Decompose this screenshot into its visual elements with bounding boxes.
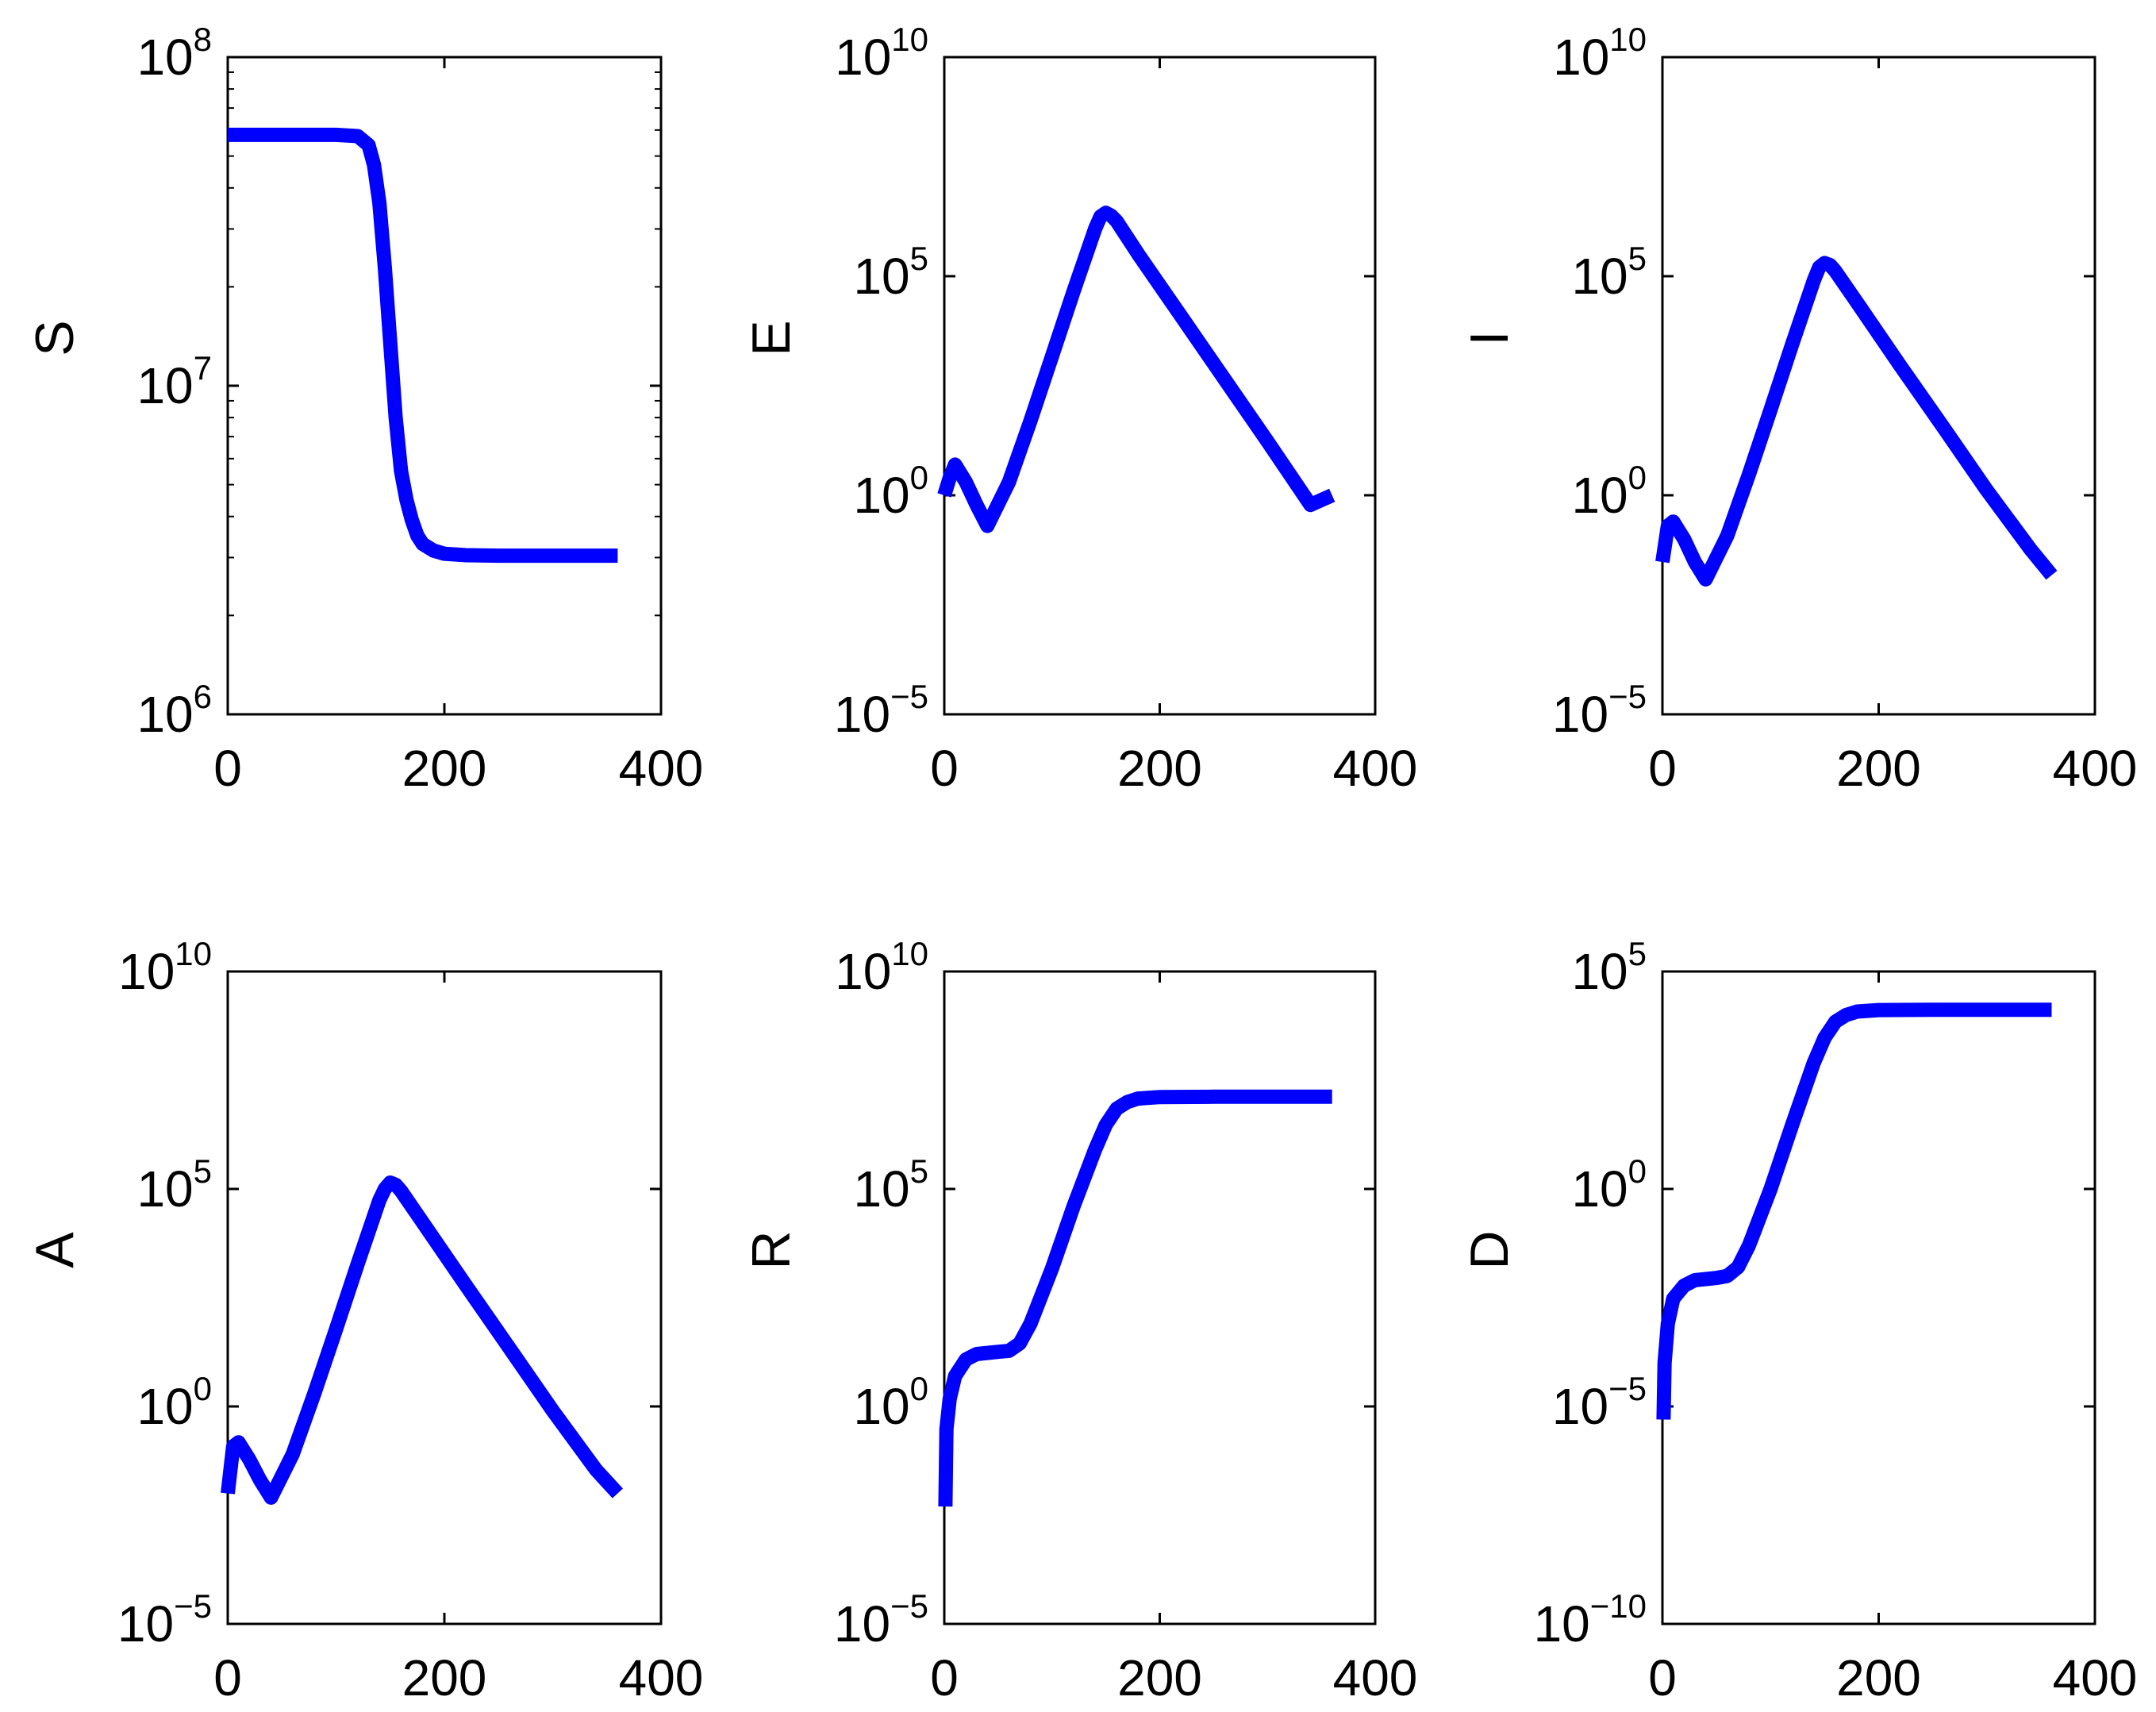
y-tick-label: 10−5 (1552, 1370, 1647, 1435)
y-axis-label-e: E (741, 320, 801, 356)
x-tick-label: 200 (1117, 1649, 1202, 1706)
series-line-d (1656, 1002, 2052, 1420)
axes-box-i (1661, 56, 2096, 716)
axes-box-d (1661, 970, 2096, 1625)
plot-panel-r: 0 200 400 10−5 100 105 1010 R (741, 935, 1417, 1706)
y-tick-label: 10−5 (117, 1587, 212, 1652)
y-tick-label: 1010 (835, 935, 928, 1000)
x-tick-label: 400 (1333, 740, 1418, 797)
y-tick-label: 100 (136, 1370, 212, 1435)
y-tick-label: 100 (1571, 459, 1647, 524)
y-tick-label: 10−5 (834, 1587, 928, 1652)
y-tick-label: 10−5 (1552, 678, 1647, 743)
series-line-r (938, 1089, 1332, 1507)
x-tick-label: 0 (213, 1649, 242, 1706)
x-tick-label: 400 (619, 1649, 704, 1706)
x-tick-label: 400 (2053, 1649, 2138, 1706)
y-axis-label-i: I (1459, 331, 1520, 346)
series-line-i (1655, 256, 2058, 587)
x-tick-label: 0 (213, 740, 242, 797)
y-tick-label: 108 (136, 21, 212, 86)
x-tick-label: 0 (930, 1649, 959, 1706)
y-tick-label: 106 (136, 678, 212, 743)
y-tick-label: 10−5 (834, 678, 928, 743)
y-tick-label: 10−10 (1534, 1587, 1647, 1652)
x-tick-label: 200 (402, 740, 487, 797)
y-tick-label: 105 (853, 1152, 928, 1218)
y-tick-label: 100 (853, 1370, 928, 1435)
x-tick-label: 200 (402, 1649, 487, 1706)
x-tick-label: 200 (1836, 740, 1921, 797)
x-tick-label: 200 (1117, 740, 1202, 797)
x-tick-label: 400 (2053, 740, 2138, 797)
x-tick-label: 400 (619, 740, 704, 797)
series-line-e (937, 206, 1335, 533)
x-tick-label: 0 (1648, 740, 1677, 797)
x-tick-label: 200 (1836, 1649, 1921, 1706)
y-tick-label: 1010 (1553, 21, 1647, 86)
y-tick-label: 105 (1571, 240, 1647, 305)
y-tick-label: 105 (853, 240, 928, 305)
y-axis-label-a: A (25, 1232, 85, 1268)
plot-panel-s: 0 200 400 106 107 108 S (25, 21, 703, 797)
y-tick-label: 1010 (835, 21, 928, 86)
y-axis-label-s: S (25, 320, 85, 356)
y-axis-label-d: D (1459, 1230, 1520, 1269)
axes-box-a (226, 970, 663, 1625)
y-tick-label: 100 (853, 459, 928, 524)
x-tick-label: 400 (1333, 1649, 1418, 1706)
plot-panel-i: 0 200 400 10−5 100 105 1010 I (1459, 21, 2137, 797)
plot-panel-a: 0 200 400 10−5 100 105 1010 A (25, 935, 703, 1706)
y-axis-label-r: R (741, 1230, 801, 1269)
y-tick-label: 100 (1571, 1152, 1647, 1218)
plot-panel-d: 0 200 400 10−10 10−5 100 105 D (1459, 935, 2137, 1706)
y-tick-label: 1010 (118, 935, 212, 1000)
plot-panel-e: 0 200 400 10−5 100 105 1010 E (741, 21, 1417, 797)
y-tick-label: 107 (136, 349, 212, 414)
series-line-s (228, 127, 618, 564)
series-line-a (221, 1175, 624, 1505)
y-tick-label: 105 (1571, 935, 1647, 1000)
axes-box-e (943, 56, 1377, 716)
axes-box-r (943, 970, 1377, 1625)
axes-box-s (226, 56, 663, 716)
x-tick-label: 0 (1648, 1649, 1677, 1706)
y-tick-label: 105 (136, 1152, 212, 1218)
x-tick-label: 0 (930, 740, 959, 797)
